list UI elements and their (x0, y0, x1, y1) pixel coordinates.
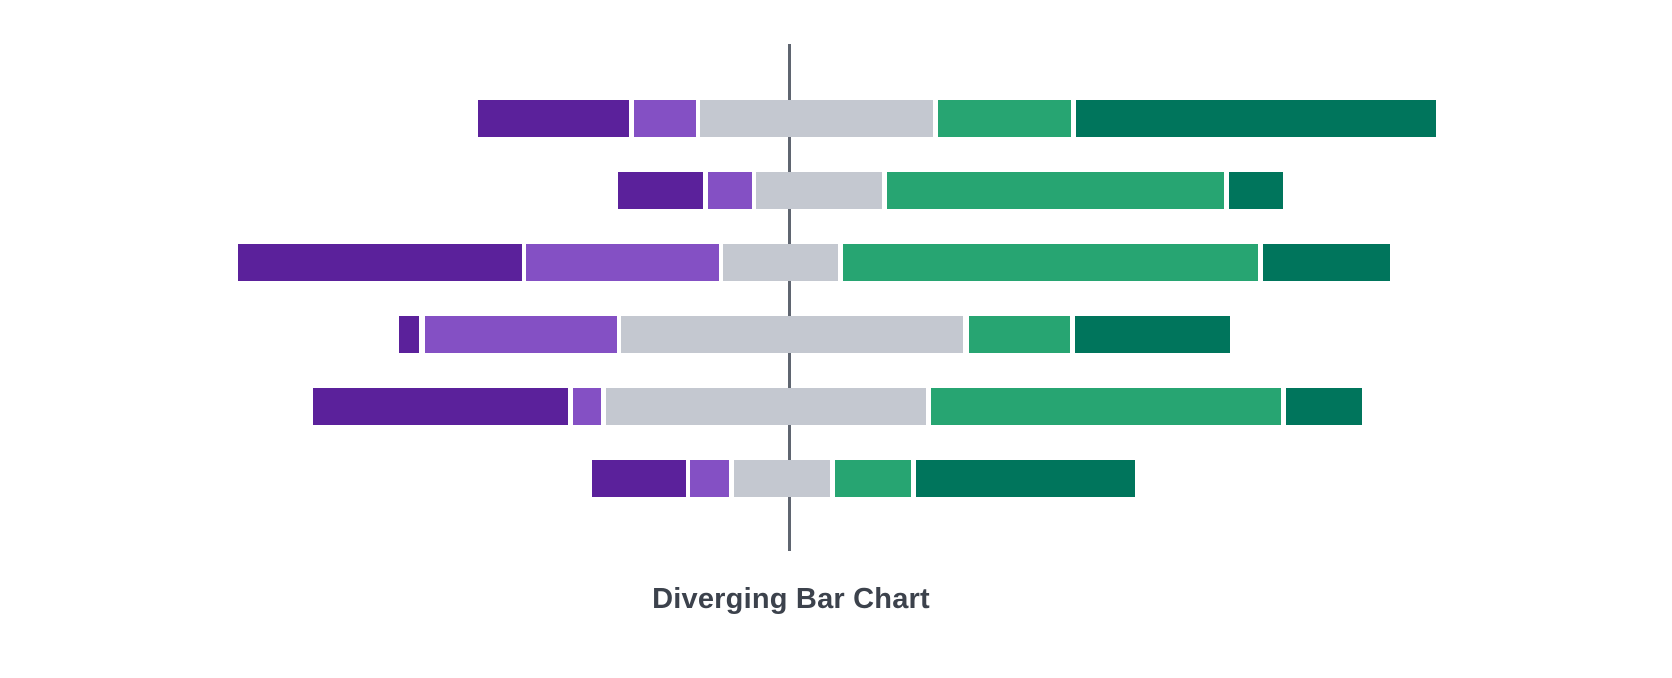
neutral-gray-segment[interactable] (606, 388, 926, 425)
dark-green-segment[interactable] (1286, 388, 1362, 425)
dark-purple-segment[interactable] (592, 460, 686, 497)
medium-green-segment[interactable] (887, 172, 1224, 209)
dark-green-segment[interactable] (1229, 172, 1283, 209)
dark-green-segment[interactable] (916, 460, 1135, 497)
neutral-gray-segment[interactable] (723, 244, 838, 281)
light-purple-segment[interactable] (690, 460, 729, 497)
medium-green-segment[interactable] (969, 316, 1070, 353)
neutral-gray-segment[interactable] (700, 100, 933, 137)
chart-title: Diverging Bar Chart (652, 583, 930, 615)
center-axis-line (788, 44, 791, 551)
light-purple-segment[interactable] (634, 100, 696, 137)
light-purple-segment[interactable] (526, 244, 719, 281)
neutral-gray-segment[interactable] (756, 172, 882, 209)
light-purple-segment[interactable] (573, 388, 601, 425)
light-purple-segment[interactable] (708, 172, 752, 209)
medium-green-segment[interactable] (835, 460, 911, 497)
neutral-gray-segment[interactable] (621, 316, 963, 353)
neutral-gray-segment[interactable] (734, 460, 830, 497)
dark-purple-segment[interactable] (618, 172, 703, 209)
dark-purple-segment[interactable] (478, 100, 629, 137)
dark-green-segment[interactable] (1075, 316, 1230, 353)
dark-purple-segment[interactable] (313, 388, 568, 425)
medium-green-segment[interactable] (931, 388, 1281, 425)
dark-green-segment[interactable] (1076, 100, 1436, 137)
dark-purple-segment[interactable] (238, 244, 522, 281)
dark-green-segment[interactable] (1263, 244, 1390, 281)
medium-green-segment[interactable] (843, 244, 1258, 281)
medium-green-segment[interactable] (938, 100, 1071, 137)
dark-purple-segment[interactable] (399, 316, 419, 353)
light-purple-segment[interactable] (425, 316, 617, 353)
